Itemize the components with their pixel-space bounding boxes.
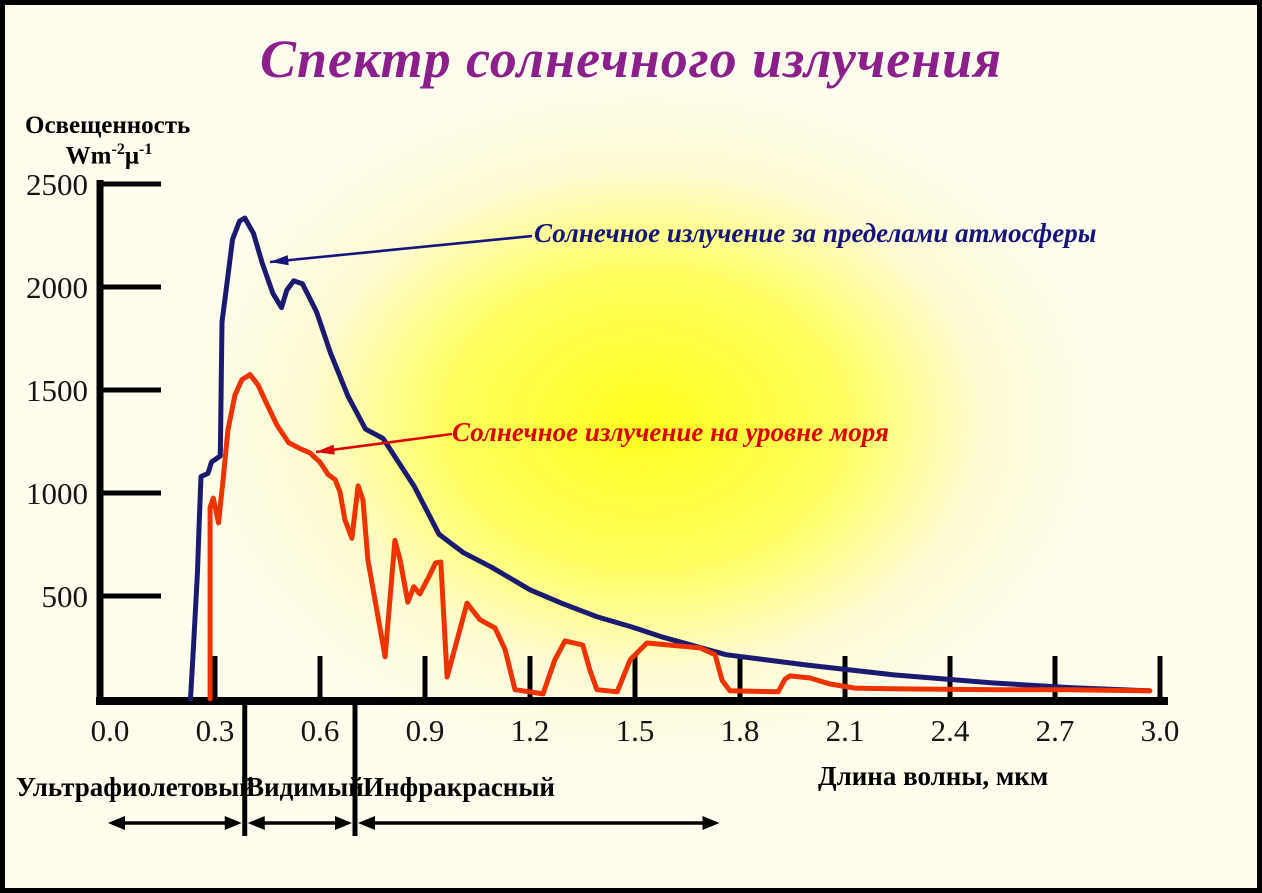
region-label-visible: Видимый — [246, 772, 364, 802]
x-tick-label: 0.3 — [196, 713, 235, 748]
y-tick-label: 1000 — [26, 476, 88, 511]
y-tick-label: 1500 — [26, 373, 88, 408]
arrowhead — [335, 816, 352, 830]
y-tick-label: 2000 — [26, 270, 88, 305]
y-axis-unit-base: Wm — [65, 142, 112, 170]
leader-sea-level — [315, 432, 453, 454]
x-tick-label: 2.1 — [826, 713, 865, 748]
curve-sea-level — [207, 372, 1153, 702]
x-tick-label: 2.4 — [931, 713, 970, 748]
annotation-outside-atmosphere: Солнечное излучение за пределами атмосфе… — [534, 218, 1097, 248]
arrowhead — [702, 816, 720, 830]
y-axis-unit: Wm-2μ-1 — [25, 141, 193, 170]
arrowhead — [247, 816, 265, 830]
y-tick-label: 500 — [42, 579, 89, 614]
x-tick-label: 3.0 — [1141, 713, 1180, 748]
leader-sea-level-head — [316, 444, 335, 455]
arrowhead — [108, 816, 125, 830]
x-tick-label: 1.5 — [616, 713, 655, 748]
arrowhead — [358, 816, 375, 830]
x-tick-label: 1.2 — [511, 713, 550, 748]
leader-outside-atmosphere — [269, 234, 533, 264]
x-tick-label: 2.7 — [1036, 713, 1075, 748]
x-tick-label: 1.8 — [721, 713, 760, 748]
x-tick-label: 0.6 — [301, 713, 340, 748]
region-label-infrared: Инфракрасный — [362, 772, 555, 802]
y-axis-label: Освещенность — [25, 112, 191, 139]
y-axis-unit-exp2: -1 — [139, 141, 153, 158]
x-tick-label: 0.0 — [91, 713, 130, 748]
x-tick-label: 0.9 — [406, 713, 445, 748]
y-axis-unit-base2: μ — [124, 142, 139, 170]
region-label-ultraviolet: Ультрафиолетовый — [16, 772, 255, 802]
curve-outside-atmosphere — [188, 215, 1152, 702]
y-axis-unit-exp: -2 — [111, 141, 125, 158]
arrowhead — [224, 816, 242, 830]
leader-outside-atmosphere-head — [270, 255, 289, 266]
y-tick-label: 2500 — [26, 167, 88, 202]
x-axis-title: Длина волны, мкм — [818, 761, 1049, 791]
annotation-sea-level: Солнечное излучение на уровне моря — [452, 417, 889, 447]
page-title: Спектр солнечного излучения — [259, 29, 1003, 89]
